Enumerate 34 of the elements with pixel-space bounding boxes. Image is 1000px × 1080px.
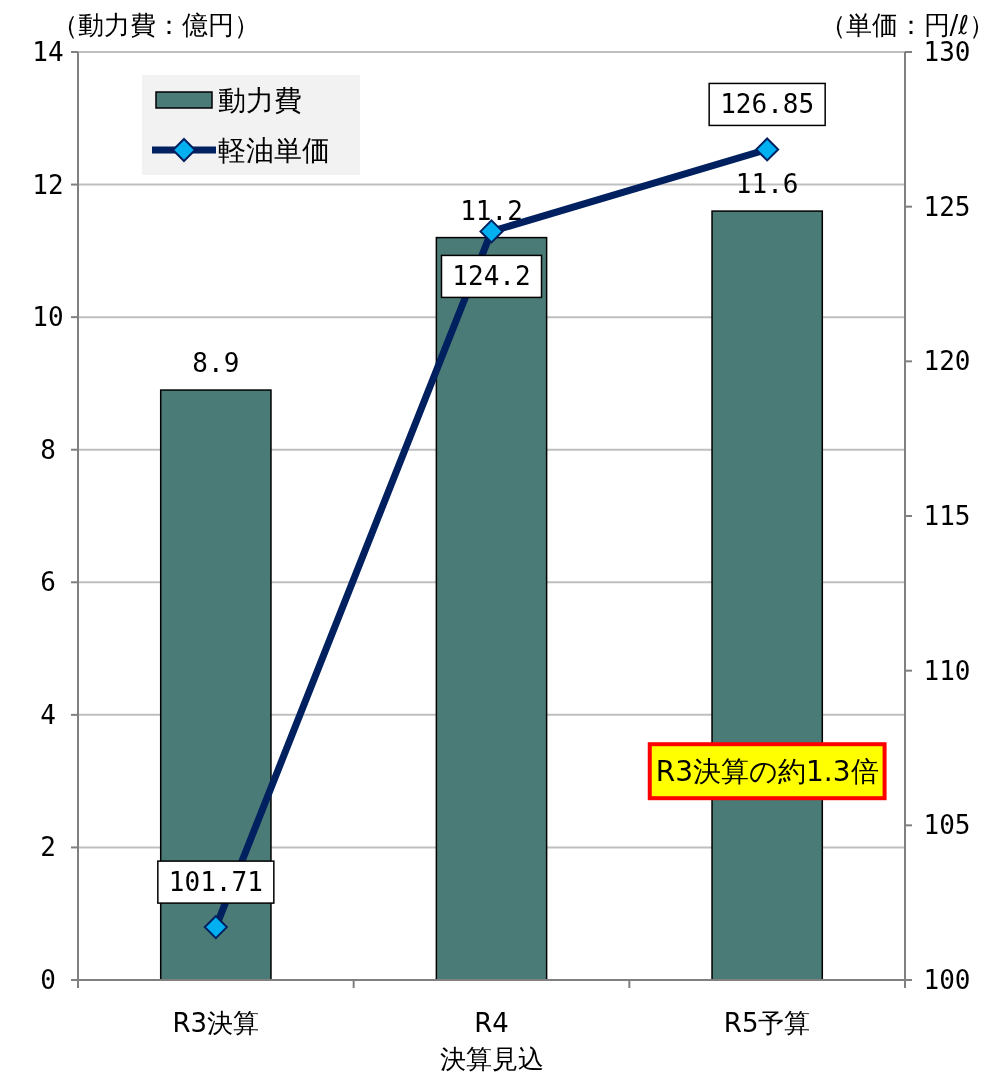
y2-axis-title: （単価：円/ℓ） <box>819 10 995 40</box>
x-tick-label: R5予算 <box>723 1008 811 1038</box>
y-tick-label: 6 <box>40 567 56 598</box>
y-tick-label: 12 <box>32 169 64 200</box>
legend-label: 動力費 <box>218 84 302 117</box>
data-label: 126.85 <box>720 89 815 120</box>
y2-tick-label: 120 <box>923 346 971 377</box>
y-tick-label: 8 <box>40 434 56 465</box>
data-label: 8.9 <box>192 348 240 379</box>
y-tick-label: 0 <box>40 965 56 995</box>
x-tick-label: R4 決算見込 <box>439 1008 544 1074</box>
data-label: 101.71 <box>168 867 263 898</box>
y2-tick-label: 115 <box>923 501 971 531</box>
data-label: 124.2 <box>452 261 531 292</box>
data-label: 11.6 <box>735 169 799 200</box>
y2-tick-label: 125 <box>923 191 971 222</box>
y2-tick-label: 130 <box>923 37 971 67</box>
data-label: 11.2 <box>460 195 523 226</box>
y2-tick-label: 110 <box>923 655 971 686</box>
annotation: R3決算の約1.3倍 <box>647 742 887 801</box>
y-tick-label: 2 <box>40 832 56 863</box>
y2-tick-label: 100 <box>923 965 971 995</box>
point <box>203 915 228 940</box>
bar <box>435 236 548 981</box>
legend-label: 軽油単価 <box>218 134 330 167</box>
point <box>755 137 780 162</box>
point <box>479 219 504 244</box>
y2-tick-label: 105 <box>923 810 971 841</box>
x-tick-label: R3決算 <box>172 1008 260 1038</box>
y-tick-label: 10 <box>32 302 64 333</box>
y-tick-label: 14 <box>32 37 64 67</box>
y-tick-label: 4 <box>40 699 56 730</box>
y-axis-title: （動力費：億円） <box>52 10 260 40</box>
annotation: R3決算の約1.3倍 <box>655 755 879 789</box>
